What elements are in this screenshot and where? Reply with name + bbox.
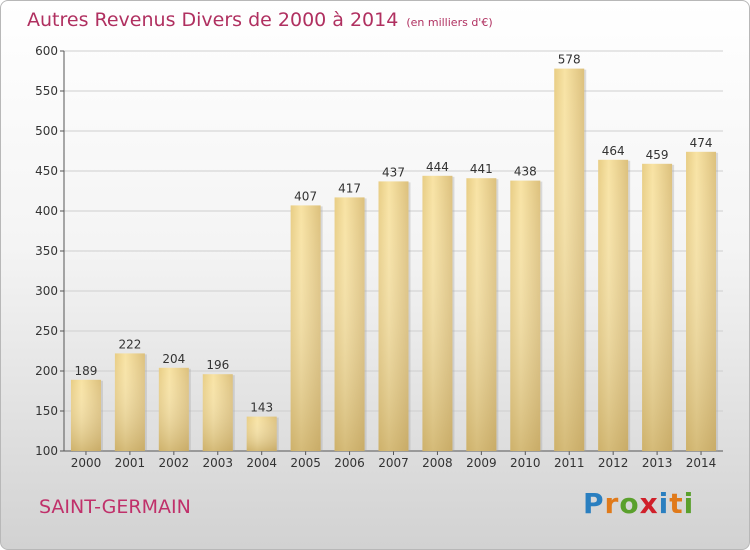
bar-shade	[70, 379, 101, 451]
x-tick-label: 2014	[686, 456, 717, 470]
chart-title: Autres Revenus Divers de 2000 à 2014 (en …	[27, 9, 493, 31]
logo-letter: t	[669, 487, 684, 520]
y-tick-label: 200	[35, 364, 58, 378]
value-label: 444	[426, 160, 449, 174]
y-tick-label: 350	[35, 244, 58, 258]
value-label: 578	[558, 53, 581, 67]
logo-letter: x	[639, 487, 659, 520]
y-tick-label: 300	[35, 284, 58, 298]
y-tick-label: 400	[35, 204, 58, 218]
value-label: 438	[514, 165, 537, 179]
value-label: 441	[470, 162, 493, 176]
y-tick-label: 250	[35, 324, 58, 338]
x-tick-label: 2003	[202, 456, 233, 470]
x-tick-label: 2008	[422, 456, 453, 470]
bar-shade	[686, 151, 717, 452]
bar-shade	[466, 178, 497, 451]
x-tick-label: 2002	[159, 456, 190, 470]
x-tick-label: 2010	[510, 456, 541, 470]
chart-title-text: Autres Revenus Divers de 2000 à 2014	[27, 9, 399, 31]
y-tick-label: 600	[35, 44, 58, 58]
bar-shade	[642, 163, 673, 452]
x-tick-label: 2012	[598, 456, 629, 470]
bar-shade	[378, 181, 409, 451]
value-label: 464	[602, 144, 625, 158]
logo-letter: P	[583, 487, 605, 520]
value-label: 222	[118, 337, 141, 351]
chart-subtitle: (en milliers d'€)	[406, 16, 493, 29]
logo-letter: i	[683, 487, 695, 520]
bar-shade	[334, 197, 365, 451]
location-name: SAINT-GERMAIN	[39, 496, 191, 518]
proxiti-logo[interactable]: Proxiti	[583, 487, 694, 520]
value-label: 189	[75, 364, 98, 378]
y-tick-label: 100	[35, 444, 58, 458]
x-tick-label: 2005	[290, 456, 321, 470]
value-label: 417	[338, 181, 361, 195]
bar-shade	[246, 416, 277, 451]
value-label: 407	[294, 189, 317, 203]
bar-layer: 189 222 204 196 143 407 417 437 444 441 438 578 464 4…	[70, 53, 719, 453]
x-tick-label: 2011	[554, 456, 585, 470]
value-label: 196	[206, 358, 229, 372]
y-tick-label: 500	[35, 124, 58, 138]
logo-letter: i	[658, 487, 670, 520]
bar-shade	[202, 374, 233, 451]
logo-letter: o	[619, 487, 640, 520]
y-tick-label: 450	[35, 164, 58, 178]
bar-shade	[422, 175, 453, 452]
x-tick-label: 2013	[642, 456, 673, 470]
bar-shade	[158, 367, 189, 451]
x-tick-label: 2000	[71, 456, 102, 470]
value-label: 437	[382, 165, 405, 179]
value-label: 143	[250, 401, 273, 415]
x-tick-label: 2009	[466, 456, 497, 470]
bar-shade	[554, 68, 585, 451]
x-tick-label: 2006	[334, 456, 365, 470]
bar-shade	[510, 180, 541, 451]
y-tick-label: 150	[35, 404, 58, 418]
bar-shade	[114, 353, 145, 451]
value-label: 459	[646, 148, 669, 162]
value-label: 474	[690, 136, 713, 150]
x-tick-label: 2007	[378, 456, 409, 470]
bar-shade	[290, 205, 321, 451]
bar-shade	[598, 159, 629, 452]
value-label: 204	[162, 352, 185, 366]
x-tick-label: 2001	[115, 456, 146, 470]
y-tick-label: 550	[35, 84, 58, 98]
x-tick-label: 2004	[246, 456, 277, 470]
logo-letter: r	[604, 487, 620, 520]
